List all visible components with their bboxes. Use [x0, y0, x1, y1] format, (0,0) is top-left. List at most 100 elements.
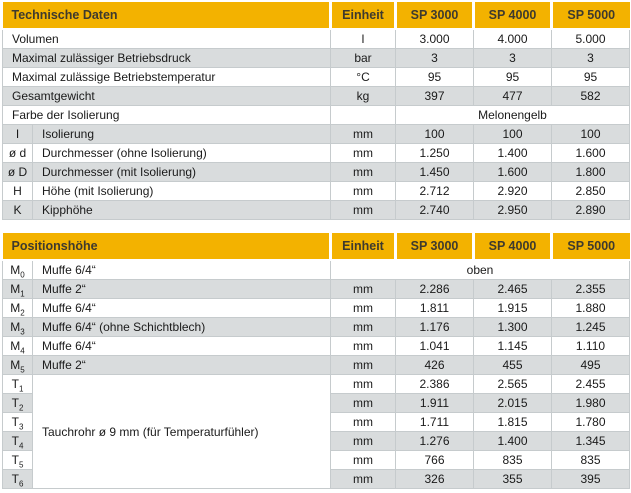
value-cell: 1.800 [551, 162, 630, 182]
value-cell: 2.565 [473, 374, 552, 394]
value-cell: 1.176 [395, 317, 474, 337]
unit-cell: mm [330, 162, 396, 182]
value-cell: 2.712 [395, 181, 474, 201]
table-row: Gesamtgewicht kg 397 477 582 [2, 86, 630, 106]
table-row: H Höhe (mit Isolierung) mm 2.712 2.920 2.850 [2, 181, 630, 201]
row-label: K [2, 200, 33, 220]
value-cell: 355 [473, 469, 552, 489]
value-cell: 2.015 [473, 393, 552, 413]
column-header-model: SP 5000 [550, 233, 630, 261]
label-subscript: 1 [18, 384, 24, 394]
value-cell: 1.250 [395, 143, 474, 163]
value-cell: 2.950 [473, 200, 552, 220]
value-cell: 1.400 [473, 143, 552, 163]
unit-cell: mm [330, 450, 396, 470]
row-label: M1 [2, 279, 33, 299]
row-label: T2 [2, 393, 33, 413]
table-title: Positionshöhe [2, 233, 331, 261]
table-row: Farbe der Isolierung Melonengelb [2, 105, 630, 125]
value-cell: 326 [395, 469, 474, 489]
row-description: Farbe der Isolierung [2, 105, 331, 125]
column-header-model: SP 3000 [394, 233, 474, 261]
row-description: Muffe 2“ [32, 355, 331, 375]
column-header-unit: Einheit [329, 2, 396, 30]
row-description: Höhe (mit Isolierung) [32, 181, 331, 201]
merged-value-cell: Melonengelb [395, 105, 630, 125]
value-cell: 1.600 [473, 162, 552, 182]
row-label: ø d [2, 143, 33, 163]
table-row: Maximal zulässiger Betriebsdruck bar 3 3 3 [2, 48, 630, 68]
row-label: M2 [2, 298, 33, 318]
value-cell: 1.450 [395, 162, 474, 182]
table-row: M3 Muffe 6/4“ (ohne Schichtblech) mm 1.176 1… [2, 317, 630, 337]
value-cell: 1.880 [551, 298, 630, 318]
row-description: Maximal zulässiger Betriebsdruck [2, 48, 331, 68]
row-label: T6 [2, 469, 33, 489]
row-label: T3 [2, 412, 33, 432]
label-subscript: 6 [18, 479, 24, 489]
header-row: Technische Daten Einheit SP 3000 SP 4000 SP … [2, 2, 630, 30]
label-subscript: 4 [18, 441, 24, 451]
row-label: M5 [2, 355, 33, 375]
label-subscript: 3 [18, 422, 24, 432]
row-description-merged: Tauchrohr ø 9 mm (für Temperaturfühler) [32, 374, 331, 489]
table-row: T5 mm 766 835 835 [2, 450, 630, 470]
column-header-model: SP 3000 [394, 2, 474, 30]
unit-cell: mm [330, 124, 396, 144]
position-height-table: Positionshöhe Einheit SP 3000 SP 4000 SP 500… [2, 233, 630, 489]
label-subscript: 2 [18, 403, 24, 413]
value-cell: 1.980 [551, 393, 630, 413]
table-row: Volumen l 3.000 4.000 5.000 [2, 28, 630, 49]
unit-cell: mm [330, 469, 396, 489]
value-cell: 2.286 [395, 279, 474, 299]
table-row: K Kipphöhe mm 2.740 2.950 2.890 [2, 200, 630, 220]
row-description: Maximal zulässige Betriebstemperatur [2, 67, 331, 87]
value-cell: 395 [551, 469, 630, 489]
value-cell: 95 [551, 67, 630, 87]
row-label: T1 [2, 374, 33, 394]
row-description: Durchmesser (mit Isolierung) [32, 162, 331, 182]
unit-cell: °C [330, 67, 396, 87]
unit-cell: bar [330, 48, 396, 68]
value-cell: 1.600 [551, 143, 630, 163]
table-row: I Isolierung mm 100 100 100 [2, 124, 630, 144]
unit-cell: mm [330, 355, 396, 375]
row-description: Muffe 6/4“ [32, 336, 331, 356]
value-cell: 1.245 [551, 317, 630, 337]
row-description: Muffe 6/4“ [32, 259, 331, 280]
value-cell: 1.711 [395, 412, 474, 432]
column-header-model: SP 4000 [472, 233, 552, 261]
row-description: Kipphöhe [32, 200, 331, 220]
row-description: Muffe 2“ [32, 279, 331, 299]
row-label: T5 [2, 450, 33, 470]
value-cell: 1.400 [473, 431, 552, 451]
value-cell: 766 [395, 450, 474, 470]
row-label: ø D [2, 162, 33, 182]
value-cell: 1.915 [473, 298, 552, 318]
row-label: I [2, 124, 33, 144]
value-cell: 582 [551, 86, 630, 106]
column-header-model: SP 4000 [472, 2, 552, 30]
unit-cell: mm [330, 181, 396, 201]
label-subscript: 5 [20, 365, 25, 375]
header-row: Positionshöhe Einheit SP 3000 SP 4000 SP 500… [2, 233, 630, 261]
value-cell: 835 [551, 450, 630, 470]
value-cell: 2.890 [551, 200, 630, 220]
table-row: T1 Tauchrohr ø 9 mm (für Temperaturfühler… [2, 374, 630, 489]
unit-cell [330, 105, 396, 125]
value-cell: 100 [473, 124, 552, 144]
value-cell: 5.000 [551, 28, 630, 49]
row-label: H [2, 181, 33, 201]
label-subscript: 0 [20, 270, 25, 280]
value-cell: 3 [395, 48, 474, 68]
table-row: T2 mm 1.911 2.015 1.980 [2, 393, 630, 413]
row-label: T4 [2, 431, 33, 451]
row-description: Isolierung [32, 124, 331, 144]
label-subscript: 5 [18, 460, 24, 470]
column-header-unit: Einheit [329, 233, 396, 261]
unit-cell: mm [330, 393, 396, 413]
unit-cell: mm [330, 298, 396, 318]
row-description: Muffe 6/4“ (ohne Schichtblech) [32, 317, 331, 337]
value-cell: 3 [473, 48, 552, 68]
